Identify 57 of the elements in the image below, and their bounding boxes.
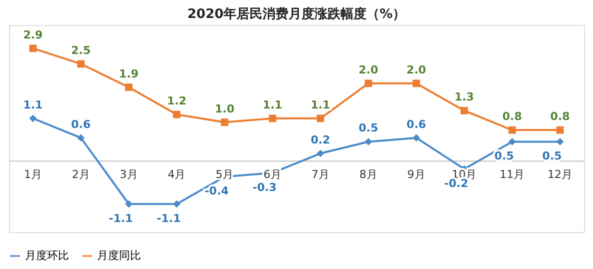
legend-label: 月度同比 (97, 249, 141, 262)
data-label: -1.1 (108, 212, 133, 225)
chart-title: 2020年居民消费月度涨跌幅度（%） (187, 6, 406, 22)
x-tick-label: 12月 (548, 168, 573, 182)
legend-label: 月度环比 (25, 249, 69, 262)
data-label: 0.2 (310, 133, 330, 146)
point (364, 138, 372, 146)
point (77, 60, 85, 68)
point (268, 114, 276, 122)
data-label: 0.5 (358, 122, 378, 135)
x-tick-label: 11月 (500, 168, 525, 182)
data-label: 2.9 (23, 28, 43, 42)
data-label: 0.5 (542, 150, 562, 163)
point (412, 80, 420, 88)
x-tick-label: 4月 (168, 168, 186, 182)
point (508, 138, 516, 146)
data-label: 2.0 (406, 63, 426, 76)
x-tick-label: 7月 (311, 168, 330, 182)
data-label: 1.2 (166, 94, 186, 108)
x-tick-label: 3月 (120, 168, 138, 182)
x-tick-label: 5月 (216, 168, 234, 182)
data-label: 1.9 (119, 67, 139, 80)
point (556, 138, 564, 146)
point (364, 80, 372, 88)
x-tick-label: 1月 (24, 168, 42, 182)
data-label: 2.5 (71, 44, 91, 57)
point (316, 150, 324, 158)
point (29, 114, 37, 122)
data-label: 0.6 (71, 118, 91, 131)
point (316, 114, 324, 122)
point (173, 200, 180, 208)
data-label: 0.6 (406, 118, 426, 131)
data-label: 1.1 (23, 98, 43, 112)
data-label: -0.4 (204, 184, 229, 198)
point (412, 134, 420, 142)
data-label: 2.0 (358, 63, 378, 76)
point (508, 126, 516, 134)
data-label: 1.1 (262, 98, 282, 112)
point (173, 110, 180, 118)
x-tick-label: 2月 (72, 168, 90, 182)
data-label: 0.5 (494, 150, 514, 163)
data-label: 0.8 (550, 110, 570, 124)
point (556, 126, 564, 134)
data-label: 1.3 (454, 90, 474, 104)
data-label: 0.8 (502, 110, 522, 124)
point (125, 200, 132, 208)
x-tick-label: 9月 (407, 168, 426, 182)
data-label: 1.0 (214, 102, 235, 116)
point (29, 44, 37, 52)
point (460, 106, 468, 114)
x-tick-label: 8月 (359, 168, 378, 182)
data-label: -0.3 (252, 180, 277, 194)
data-label: -1.1 (156, 212, 181, 225)
point (77, 134, 85, 142)
point (125, 84, 132, 91)
data-label: 1.1 (310, 98, 330, 112)
point (220, 118, 228, 126)
